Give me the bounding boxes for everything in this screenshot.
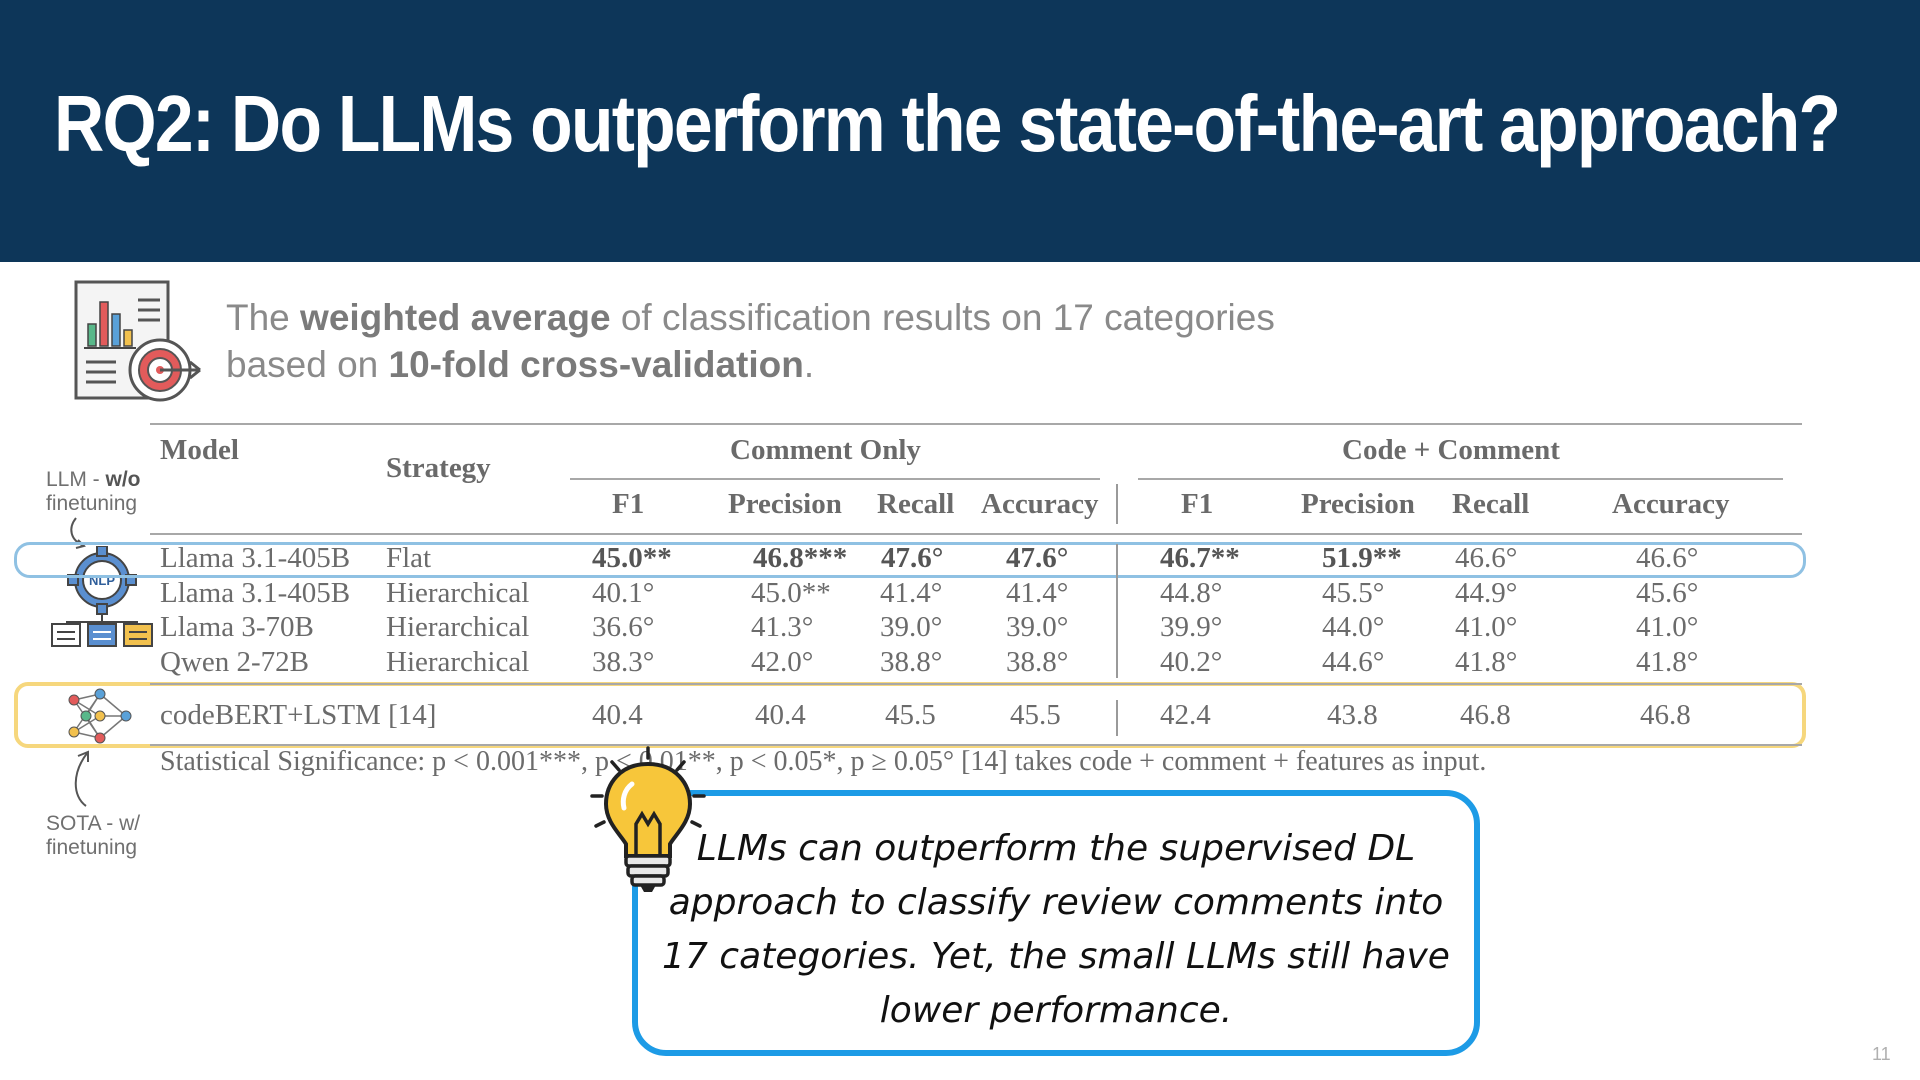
- cell-value: 44.0°: [1322, 611, 1385, 643]
- sota-separator: [1116, 700, 1118, 736]
- sota-bottom-rule: [150, 744, 1802, 746]
- neural-network-icon: [68, 688, 132, 744]
- takeaway-callout: LLMs can outperform the supervised DL ap…: [632, 790, 1480, 1056]
- cell-value: 39.9°: [1160, 611, 1223, 643]
- header-comment-only: Comment Only: [730, 434, 921, 466]
- header-recall: Recall: [877, 488, 955, 520]
- curved-arrow-up-icon: [74, 750, 89, 807]
- header-recall: Recall: [1452, 488, 1530, 520]
- group1-rule: [570, 478, 1100, 480]
- row-model: Llama 3.1-405B: [160, 542, 351, 574]
- cell-value: 41.8°: [1455, 646, 1518, 678]
- cell-value: 47.6°: [1006, 542, 1069, 574]
- cell-value: 45.6°: [1636, 577, 1699, 609]
- sota-value: 40.4: [592, 699, 643, 731]
- sota-value: 46.8: [1460, 699, 1511, 731]
- takeaway-text: LLMs can outperform the supervised DL ap…: [662, 828, 1450, 1031]
- cell-value: 41.0°: [1636, 611, 1699, 643]
- sota-with-finetuning-label: SOTA - w/ finetuning: [46, 812, 141, 859]
- cell-value: 39.0°: [880, 611, 943, 643]
- header-f1: F1: [1181, 488, 1214, 520]
- cell-value: 51.9**: [1322, 542, 1402, 574]
- sota-value: 46.8: [1640, 699, 1691, 731]
- group2-rule: [1138, 478, 1783, 480]
- header-separator: [1116, 484, 1118, 524]
- nlp-gear-icon: NLP: [51, 546, 153, 647]
- cell-value: 45.0**: [592, 542, 672, 574]
- cell-value: 47.6°: [881, 542, 944, 574]
- cell-value: 38.8°: [1006, 646, 1069, 678]
- llm-separator: [1116, 544, 1118, 678]
- header-model: Model: [160, 434, 239, 466]
- title-bar: RQ2: Do LLMs outperform the state-of-the…: [0, 0, 1920, 262]
- cell-value: 44.9°: [1455, 577, 1518, 609]
- header-precision: Precision: [728, 488, 842, 520]
- cell-value: 45.5°: [1322, 577, 1385, 609]
- header-accuracy: Accuracy: [981, 488, 1099, 520]
- row-model: Llama 3-70B: [160, 611, 314, 643]
- intro-text: The weighted average of classification r…: [226, 297, 1275, 385]
- cell-value: 46.8***: [753, 542, 848, 574]
- cell-value: 46.6°: [1455, 542, 1518, 574]
- cell-value: 46.6°: [1636, 542, 1699, 574]
- page-number: 11: [1872, 1044, 1891, 1064]
- cell-value: 39.0°: [1006, 611, 1069, 643]
- cell-value: 40.1°: [592, 577, 655, 609]
- slide-title: RQ2: Do LLMs outperform the state-of-the…: [54, 79, 1841, 168]
- row-strategy: Flat: [386, 542, 432, 574]
- cell-value: 41.0°: [1455, 611, 1518, 643]
- cell-value: 44.8°: [1160, 577, 1223, 609]
- header-f1: F1: [612, 488, 645, 520]
- row-strategy: Hierarchical: [386, 611, 530, 643]
- cell-value: 38.8°: [880, 646, 943, 678]
- cell-value: 41.8°: [1636, 646, 1699, 678]
- best-row-highlight: [14, 542, 1806, 578]
- cell-value: 38.3°: [592, 646, 655, 678]
- cell-value: 41.4°: [1006, 577, 1069, 609]
- sota-value: 45.5: [1010, 699, 1061, 731]
- cell-value: 41.4°: [880, 577, 943, 609]
- header-bottom-rule: [150, 533, 1802, 535]
- llm-bottom-rule: [150, 683, 1802, 685]
- sota-value: 45.5: [885, 699, 936, 731]
- report-target-icon: [74, 280, 201, 402]
- cell-value: 46.7**: [1160, 542, 1240, 574]
- table-footnote: Statistical Significance: p < 0.001***, …: [160, 746, 1487, 777]
- header-code-comment: Code + Comment: [1342, 434, 1560, 466]
- header-precision: Precision: [1301, 488, 1415, 520]
- sota-value: 42.4: [1160, 699, 1211, 731]
- header-accuracy: Accuracy: [1612, 488, 1730, 520]
- row-model: Qwen 2-72B: [160, 646, 310, 678]
- sota-model: codeBERT+LSTM [14]: [160, 699, 437, 731]
- header-strategy: Strategy: [386, 452, 491, 484]
- row-strategy: Hierarchical: [386, 646, 530, 678]
- cell-value: 45.0**: [751, 577, 831, 609]
- cell-value: 41.3°: [751, 611, 814, 643]
- row-strategy: Hierarchical: [386, 577, 530, 609]
- row-model: Llama 3.1-405B: [160, 577, 351, 609]
- llm-without-finetuning-label: LLM - w/o finetuning: [46, 468, 141, 515]
- cell-value: 44.6°: [1322, 646, 1385, 678]
- table-top-rule: [150, 423, 1802, 425]
- cell-value: 36.6°: [592, 611, 655, 643]
- cell-value: 42.0°: [751, 646, 814, 678]
- sota-value: 40.4: [755, 699, 806, 731]
- cell-value: 40.2°: [1160, 646, 1223, 678]
- lightbulb-icon: [590, 746, 706, 892]
- sota-value: 43.8: [1327, 699, 1378, 731]
